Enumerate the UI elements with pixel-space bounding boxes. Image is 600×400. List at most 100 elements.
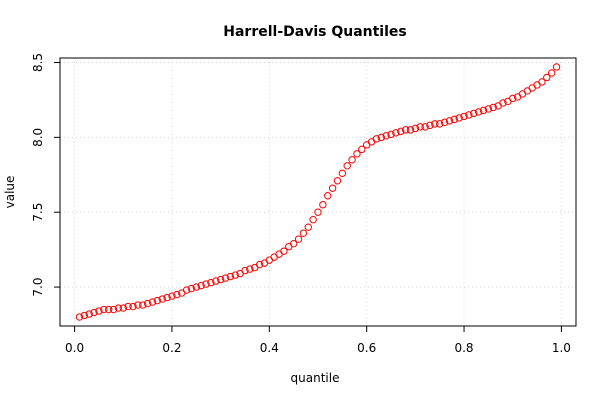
- data-point: [440, 118, 449, 127]
- data-point: [75, 313, 84, 321]
- data-point: [509, 94, 517, 103]
- data-point: [192, 283, 201, 291]
- x-tick-label: 0.8: [454, 341, 473, 355]
- data-point: [489, 103, 497, 112]
- data-point: [426, 121, 434, 130]
- data-point: [197, 281, 205, 290]
- data-points: [75, 63, 561, 321]
- data-point: [397, 127, 405, 136]
- x-tick-label: 1.0: [552, 341, 571, 355]
- data-point: [450, 115, 459, 124]
- data-point: [314, 208, 322, 216]
- data-point: [401, 126, 410, 134]
- data-point: [148, 298, 157, 306]
- data-point: [324, 192, 332, 200]
- data-point: [538, 78, 546, 86]
- data-point: [328, 184, 337, 192]
- y-tick-label: 8.5: [31, 53, 45, 72]
- data-point: [547, 69, 556, 77]
- y-axis-label: value: [3, 176, 17, 209]
- x-tick-label: 0.6: [357, 341, 376, 355]
- data-point: [348, 156, 356, 164]
- plot-frame: [59, 57, 577, 327]
- data-point: [435, 120, 444, 128]
- data-point: [182, 286, 191, 294]
- data-point: [377, 133, 385, 142]
- data-point: [207, 278, 215, 287]
- data-point: [431, 120, 439, 128]
- data-point: [294, 235, 303, 243]
- data-point: [465, 111, 473, 119]
- data-point: [100, 305, 108, 314]
- grid: [60, 58, 576, 326]
- data-point: [129, 302, 137, 311]
- chart-title: Harrell-Davis Quantiles: [223, 24, 406, 40]
- data-point: [90, 308, 98, 317]
- y-axis: 7.0 7.5 8.0 8.5: [31, 53, 61, 297]
- data-point: [95, 307, 103, 315]
- data-point: [299, 229, 308, 237]
- data-point: [406, 126, 415, 134]
- data-point: [255, 260, 264, 269]
- data-point: [333, 177, 342, 185]
- data-point: [387, 130, 395, 139]
- data-point: [392, 129, 400, 137]
- data-point: [411, 124, 420, 133]
- data-point: [134, 301, 142, 309]
- data-point: [455, 114, 463, 122]
- data-point: [484, 105, 493, 113]
- data-point: [543, 73, 551, 82]
- data-point: [289, 239, 298, 248]
- data-point: [124, 302, 132, 311]
- data-point: [163, 293, 171, 302]
- data-point: [173, 290, 181, 299]
- data-point: [421, 123, 429, 131]
- data-point: [246, 265, 254, 273]
- x-tick-label: 0.4: [260, 341, 279, 355]
- data-point: [343, 162, 351, 170]
- data-point: [187, 284, 196, 293]
- data-point: [474, 108, 483, 116]
- data-point: [212, 277, 220, 285]
- data-point: [226, 272, 235, 281]
- data-point: [85, 310, 93, 318]
- data-point: [114, 304, 123, 312]
- data-point: [309, 215, 317, 224]
- data-point: [338, 169, 347, 177]
- data-point: [143, 299, 152, 308]
- data-point: [80, 311, 89, 320]
- x-tick-label: 0.2: [162, 341, 181, 355]
- data-point: [552, 63, 561, 71]
- data-point: [139, 301, 147, 309]
- data-point: [221, 274, 230, 282]
- data-point: [241, 266, 249, 275]
- y-tick-label: 8.0: [31, 128, 45, 147]
- data-point: [109, 305, 118, 314]
- data-point: [319, 201, 327, 209]
- data-point: [358, 145, 366, 154]
- x-axis: 0.0 0.2 0.4 0.6 0.8 1.0: [65, 325, 571, 355]
- data-point: [104, 305, 113, 314]
- data-point: [158, 295, 166, 303]
- data-point: [416, 123, 424, 131]
- y-tick-label: 7.5: [31, 203, 45, 222]
- data-point: [470, 109, 478, 118]
- data-point: [460, 112, 468, 121]
- data-point: [479, 106, 488, 115]
- x-tick-label: 0.0: [65, 341, 84, 355]
- data-point: [499, 99, 507, 107]
- x-axis-label: quantile: [291, 371, 340, 385]
- data-point: [445, 117, 454, 125]
- data-point: [304, 223, 312, 231]
- data-point: [168, 292, 176, 300]
- data-point: [382, 132, 390, 140]
- data-point: [202, 280, 210, 288]
- data-point: [153, 296, 162, 305]
- data-point: [216, 275, 225, 284]
- data-point: [119, 304, 127, 312]
- data-point: [280, 247, 288, 255]
- data-point: [353, 150, 361, 158]
- data-point: [231, 271, 239, 279]
- y-tick-label: 7.0: [31, 278, 45, 297]
